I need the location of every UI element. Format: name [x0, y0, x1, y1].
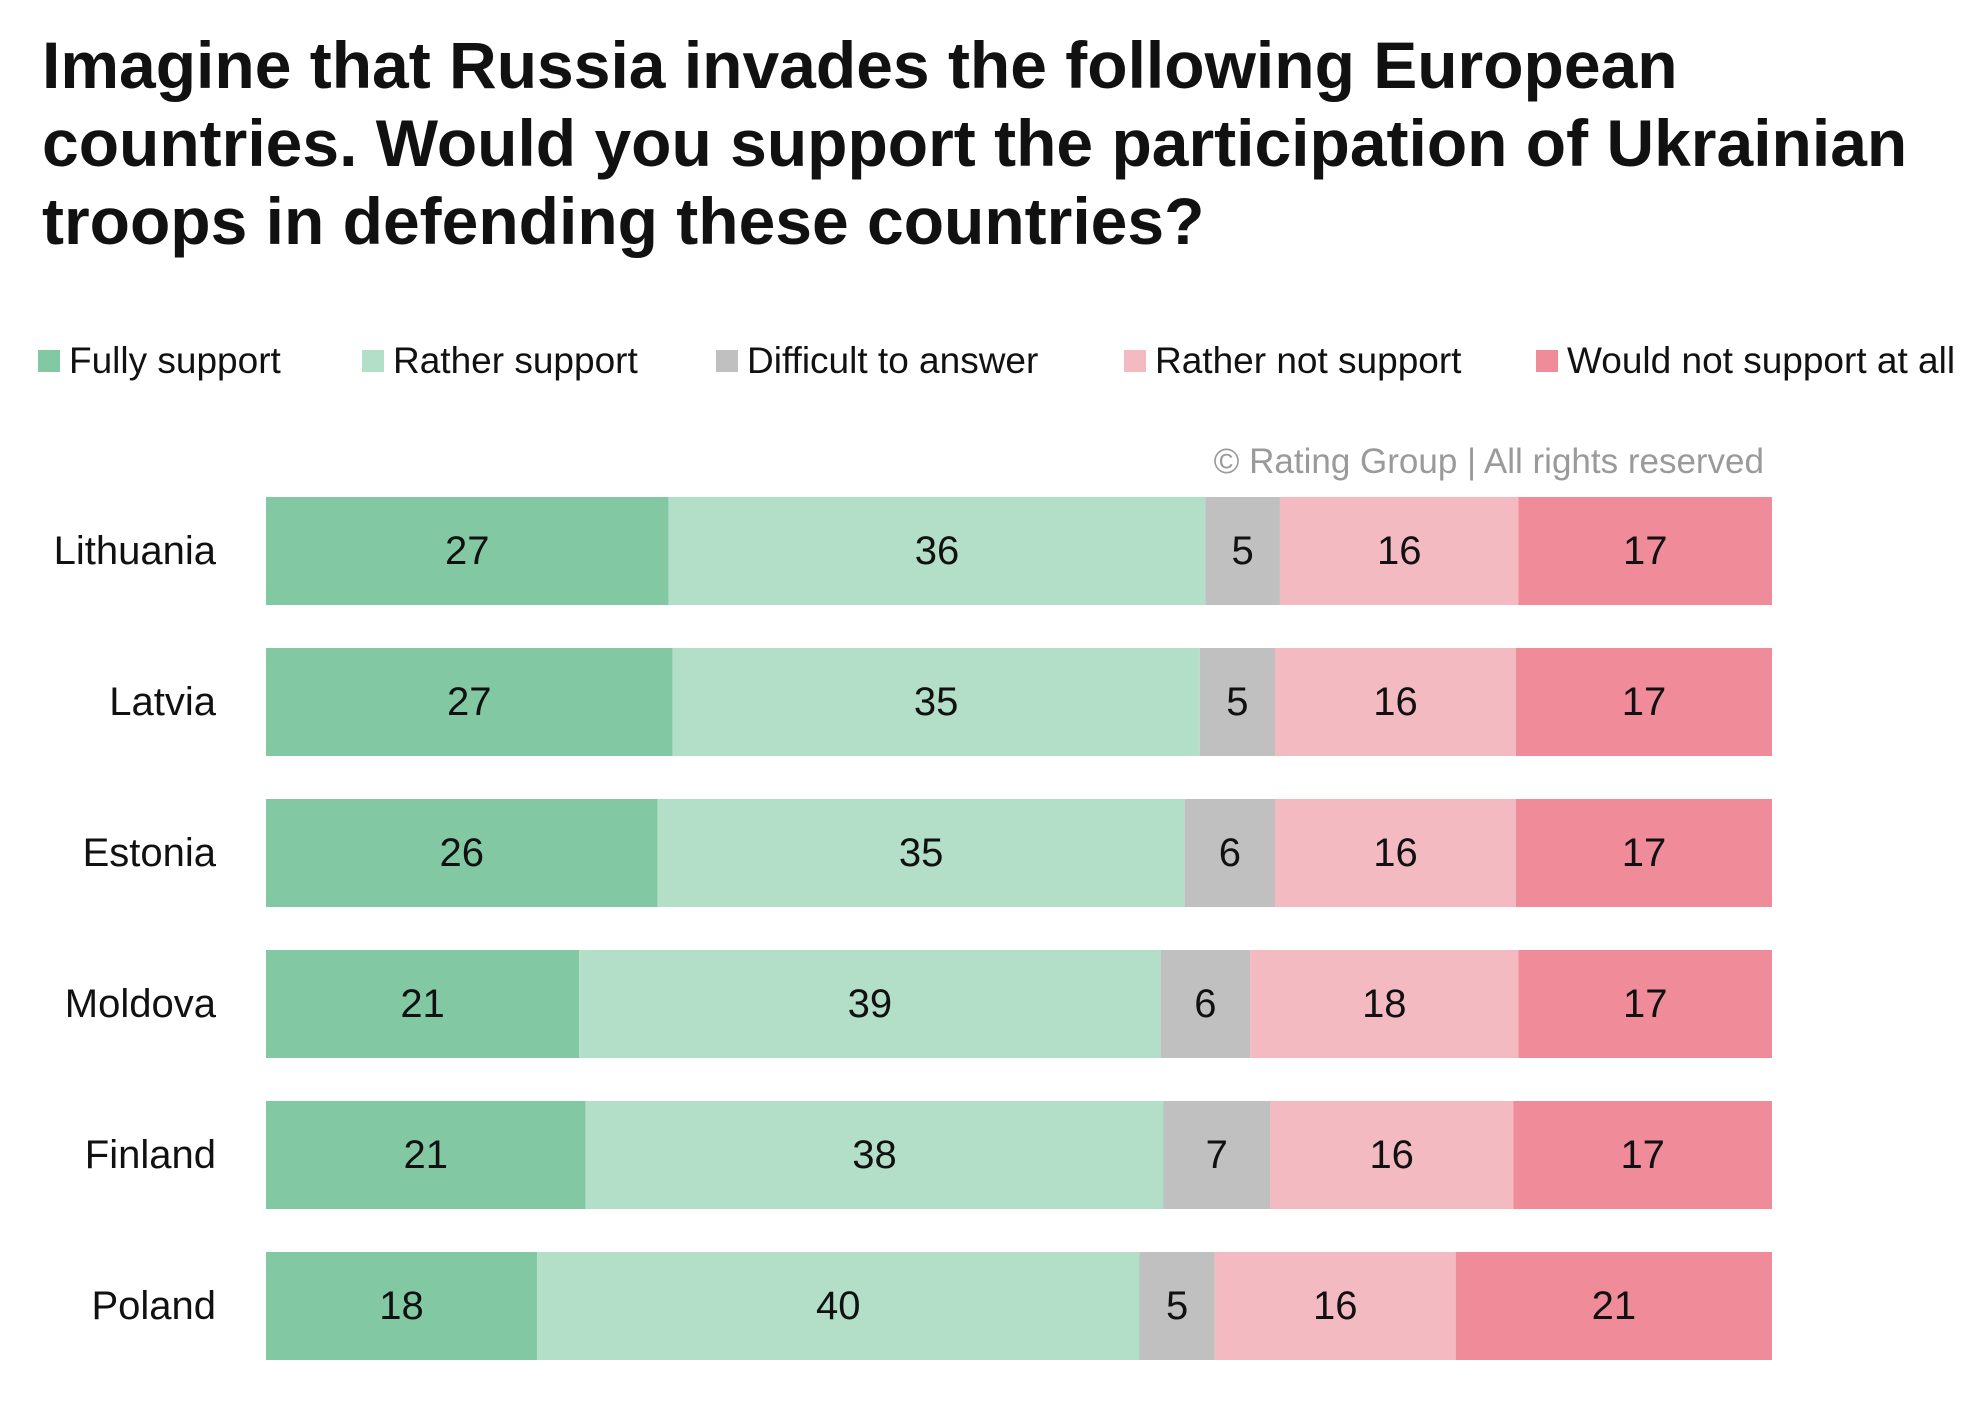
data-label-lithuania-fully-support: 27: [445, 529, 490, 573]
bar-estonia-would-not-support-at-all: [1515, 799, 1772, 907]
data-label-lithuania-would-not-support-at-all: 17: [1623, 529, 1668, 573]
legend-label-fully-support: Fully support: [69, 340, 281, 381]
data-label-latvia-would-not-support-at-all: 17: [1622, 680, 1667, 724]
category-label-poland: Poland: [91, 1284, 216, 1328]
bar-lithuania-would-not-support-at-all: [1518, 497, 1772, 605]
bar-finland-difficult-to-answer: [1163, 1101, 1270, 1209]
legend-label-would-not-support-at-all: Would not support at all: [1567, 340, 1956, 381]
data-label-finland-fully-support: 21: [403, 1133, 448, 1177]
data-label-estonia-rather-support: 35: [899, 831, 944, 875]
bar-lithuania-fully-support: [266, 497, 669, 605]
data-label-moldova-would-not-support-at-all: 17: [1623, 982, 1668, 1026]
data-label-finland-rather-not-support: 16: [1369, 1133, 1414, 1177]
category-label-finland: Finland: [85, 1133, 216, 1177]
bar-estonia-difficult-to-answer: [1184, 799, 1276, 907]
bar-finland-fully-support: [266, 1101, 586, 1209]
category-label-lithuania: Lithuania: [54, 529, 217, 573]
bar-poland-fully-support: [266, 1252, 538, 1360]
bar-latvia-fully-support: [266, 648, 673, 756]
data-label-moldova-rather-not-support: 18: [1362, 982, 1407, 1026]
legend-item-fully-support: Fully support: [38, 336, 281, 386]
data-label-estonia-fully-support: 26: [440, 831, 485, 875]
legend-item-would-not-support-at-all: Would not support at all: [1536, 336, 1955, 386]
bar-latvia-rather-support: [672, 648, 1200, 756]
legend-label-rather-support: Rather support: [393, 340, 638, 381]
bar-poland-rather-support: [537, 1252, 1140, 1360]
data-label-poland-fully-support: 18: [379, 1284, 424, 1328]
copyright-credit: © Rating Group | All rights reserved: [1213, 442, 1764, 481]
legend-swatch-fully-support: [38, 350, 60, 372]
data-label-lithuania-rather-support: 36: [915, 529, 960, 573]
bar-lithuania-difficult-to-answer: [1205, 497, 1280, 605]
legend-swatch-rather-not-support: [1124, 350, 1146, 372]
data-label-poland-rather-not-support: 16: [1313, 1284, 1358, 1328]
data-label-latvia-rather-not-support: 16: [1373, 680, 1418, 724]
bar-finland-would-not-support-at-all: [1513, 1101, 1772, 1209]
legend-swatch-would-not-support-at-all: [1536, 350, 1558, 372]
category-label-moldova: Moldova: [65, 982, 217, 1026]
legend-swatch-difficult-to-answer: [716, 350, 738, 372]
bar-lithuania-rather-support: [668, 497, 1206, 605]
data-label-poland-difficult-to-answer: 5: [1166, 1284, 1188, 1328]
bar-moldova-would-not-support-at-all: [1518, 950, 1772, 1058]
data-label-estonia-would-not-support-at-all: 17: [1622, 831, 1667, 875]
data-label-estonia-rather-not-support: 16: [1373, 831, 1418, 875]
bar-estonia-fully-support: [266, 799, 658, 907]
data-label-poland-would-not-support-at-all: 21: [1592, 1284, 1637, 1328]
data-label-finland-rather-support: 38: [852, 1133, 897, 1177]
legend-item-difficult-to-answer: Difficult to answer: [716, 336, 1038, 386]
legend-label-difficult-to-answer: Difficult to answer: [747, 340, 1039, 381]
data-label-finland-would-not-support-at-all: 17: [1620, 1133, 1665, 1177]
bar-finland-rather-not-support: [1270, 1101, 1514, 1209]
chart-title: Imagine that Russia invades the followin…: [42, 28, 1908, 258]
data-label-moldova-difficult-to-answer: 6: [1194, 982, 1216, 1026]
legend-item-rather-support: Rather support: [362, 336, 638, 386]
bar-latvia-rather-not-support: [1275, 648, 1516, 756]
bar-latvia-difficult-to-answer: [1199, 648, 1276, 756]
data-label-latvia-rather-support: 35: [914, 680, 959, 724]
legend-swatch-rather-support: [362, 350, 384, 372]
stacked-bar-chart: Lithuania 27 36 5 16 17 Latvia 27 35 5 16 17 Estonia…: [54, 497, 1772, 1360]
bar-poland-would-not-support-at-all: [1455, 1252, 1772, 1360]
bar-estonia-rather-support: [657, 799, 1185, 907]
bar-lithuania-rather-not-support: [1279, 497, 1519, 605]
bar-finland-rather-support: [585, 1101, 1164, 1209]
category-label-estonia: Estonia: [83, 831, 217, 875]
bar-moldova-rather-not-support: [1250, 950, 1519, 1058]
data-label-latvia-difficult-to-answer: 5: [1226, 680, 1248, 724]
data-label-estonia-difficult-to-answer: 6: [1219, 831, 1241, 875]
category-label-latvia: Latvia: [109, 680, 216, 724]
data-label-lithuania-rather-not-support: 16: [1377, 529, 1422, 573]
bar-poland-difficult-to-answer: [1139, 1252, 1215, 1360]
legend-item-rather-not-support: Rather not support: [1124, 336, 1461, 386]
data-label-latvia-fully-support: 27: [447, 680, 492, 724]
bar-moldova-rather-support: [579, 950, 1161, 1058]
bar-moldova-fully-support: [266, 950, 580, 1058]
bar-latvia-would-not-support-at-all: [1515, 648, 1772, 756]
bar-moldova-difficult-to-answer: [1160, 950, 1251, 1058]
legend: Fully support Rather support Difficult t…: [38, 336, 1958, 386]
data-label-finland-difficult-to-answer: 7: [1206, 1133, 1228, 1177]
bar-estonia-rather-not-support: [1275, 799, 1516, 907]
legend-label-rather-not-support: Rather not support: [1155, 340, 1462, 381]
bar-poland-rather-not-support: [1214, 1252, 1456, 1360]
data-label-lithuania-difficult-to-answer: 5: [1232, 529, 1254, 573]
data-label-moldova-rather-support: 39: [848, 982, 893, 1026]
data-label-poland-rather-support: 40: [816, 1284, 861, 1328]
data-label-moldova-fully-support: 21: [400, 982, 445, 1026]
